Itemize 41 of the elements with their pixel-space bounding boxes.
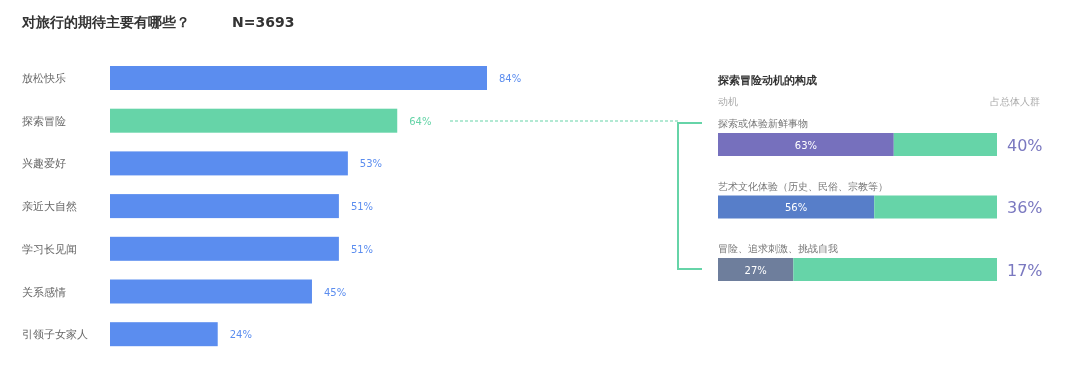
text: 40% <box>1007 135 1043 155</box>
bar <box>874 195 997 219</box>
y-tick-label: 兴趣爱好 <box>22 157 66 171</box>
bar <box>110 66 487 90</box>
bar <box>718 195 875 219</box>
data-label: 63% <box>794 139 817 151</box>
bar <box>110 279 312 304</box>
bar <box>718 258 794 281</box>
bar <box>110 151 348 176</box>
data-label: 27% <box>744 264 767 276</box>
data-label: 51% <box>350 201 374 213</box>
data-label: 56% <box>785 202 808 213</box>
bar <box>110 322 218 347</box>
bar <box>793 258 997 281</box>
data-label: 51% <box>350 243 374 255</box>
bar <box>110 236 339 261</box>
y-tick-label: 探索或体验新鲜事物 <box>718 118 808 129</box>
bar <box>110 108 398 133</box>
y-tick-label: 艺术文化体验（历史、民俗、宗教等） <box>718 180 888 192</box>
data-label: 64% <box>409 115 432 127</box>
text: 17% <box>1007 260 1043 280</box>
data-label: 45% <box>323 286 347 298</box>
bar <box>718 133 894 156</box>
bar <box>110 194 339 219</box>
y-tick-label: 引领子女家人 <box>22 328 88 342</box>
annotation: 动机 <box>718 96 738 107</box>
y-tick-label: 探索冒险 <box>22 114 66 128</box>
data-label: 84% <box>499 73 522 84</box>
y-tick-label: 放松快乐 <box>22 72 66 85</box>
y-tick-label: 关系感情 <box>22 285 66 299</box>
y-tick-label: 学习长见闻 <box>22 242 77 256</box>
y-tick-label: 亲近大自然 <box>22 200 77 214</box>
data-label: 53% <box>359 158 383 170</box>
data-label: 24% <box>229 329 252 341</box>
chart-title: 对旅行的期待主要有哪些？ <box>21 14 190 30</box>
chart-title: 探索冒险动机的构成 <box>717 74 817 87</box>
text: 36% <box>1007 198 1043 217</box>
y-tick-label: 冒险、追求刺激、挑战自我 <box>718 243 838 254</box>
bar <box>893 133 997 156</box>
chart-subtitle: N=3693 <box>232 14 295 30</box>
annotation: 占总体人群 <box>990 96 1040 107</box>
